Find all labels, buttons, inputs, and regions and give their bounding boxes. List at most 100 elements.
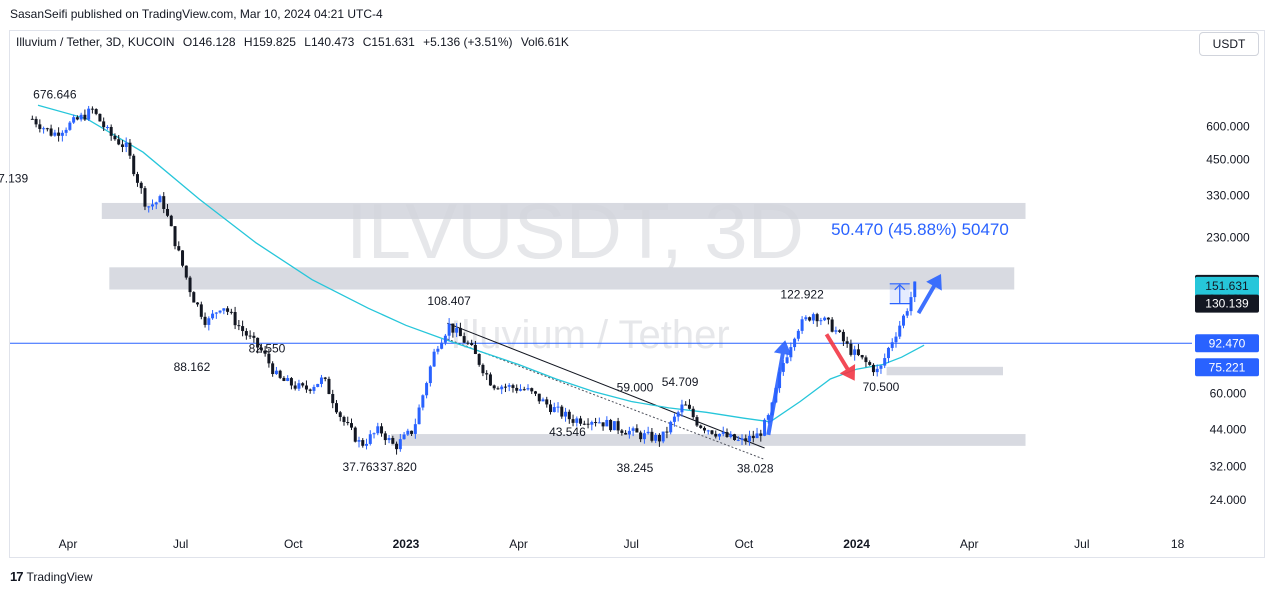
- candle-body-125: [500, 386, 504, 390]
- candle-body-120: [481, 364, 485, 374]
- candle-body-191: [748, 435, 752, 442]
- candle-body-145: [575, 418, 579, 423]
- price-annotation-13: 70.500: [863, 380, 900, 394]
- candle-body-210: [819, 320, 823, 322]
- candle-body-151: [597, 422, 601, 424]
- candle-body-6: [53, 132, 57, 136]
- candle-body-60: [256, 337, 260, 348]
- y-tick-label-4: 60.000: [1210, 386, 1247, 400]
- candle-body-97: [395, 443, 399, 450]
- candle-body-55: [237, 325, 241, 327]
- candle-body-174: [684, 404, 688, 406]
- y-tick-label-0: 600.000: [1206, 119, 1250, 133]
- support-zone-3: [886, 366, 1003, 376]
- price-label-text-3: 92.470: [1209, 336, 1246, 350]
- y-tick-label-7: 24.000: [1210, 493, 1247, 507]
- arrows-group: [766, 274, 942, 436]
- candle-body-72: [301, 383, 305, 386]
- x-tick-label-8: Apr: [960, 537, 979, 551]
- candle-body-68: [286, 378, 290, 381]
- candle-body-85: [350, 423, 354, 428]
- candle-body-139: [552, 407, 556, 413]
- candle-body-78: [323, 377, 327, 379]
- candle-body-12: [75, 117, 79, 120]
- candle-body-194: [759, 433, 763, 436]
- candle-body-27: [132, 155, 136, 175]
- candle-body-143: [567, 411, 571, 420]
- annotations-group: 676.646 67.139 88.162 82.550 108.407 37.76337…: [0, 87, 900, 475]
- x-tick-label-5: Jul: [624, 537, 639, 551]
- candle-body-225: [875, 368, 879, 373]
- candle-body-221: [860, 355, 864, 358]
- candle-body-64: [271, 363, 275, 375]
- low-value: L140.473: [304, 35, 355, 49]
- candle-body-200: [781, 363, 785, 372]
- candle-body-18: [98, 113, 102, 122]
- measure-group: 50.470 (45.88%) 50470: [831, 220, 1009, 305]
- candle-body-33: [154, 202, 158, 205]
- candle-body-220: [856, 349, 860, 356]
- candle-body-101: [410, 430, 414, 434]
- price-annotation-6: 37.820: [380, 460, 417, 474]
- candle-body-121: [485, 373, 489, 375]
- candle-body-77: [319, 377, 323, 384]
- candle-body-214: [834, 330, 838, 332]
- candle-body-150: [594, 422, 598, 424]
- candle-body-224: [871, 364, 875, 373]
- candle-body-7: [57, 132, 61, 136]
- candle-body-80: [331, 394, 335, 404]
- candle-body-190: [744, 438, 748, 442]
- candle-body-204: [796, 330, 800, 339]
- x-tick-label-9: Jul: [1074, 537, 1089, 551]
- candle-body-142: [564, 411, 568, 417]
- tradingview-logo-icon[interactable]: 17: [10, 569, 24, 584]
- candle-body-206: [804, 317, 808, 320]
- price-label-text-4: 75.221: [1209, 360, 1246, 374]
- candle-body-103: [417, 407, 421, 425]
- candle-body-47: [207, 318, 211, 325]
- x-tick-label-1: Jul: [173, 537, 188, 551]
- candle-body-148: [586, 423, 590, 425]
- watermark-subtext: Illuvium / Tether: [450, 313, 729, 357]
- trendline-1: [447, 338, 765, 460]
- candle-body-13: [79, 114, 83, 120]
- candle-body-89: [365, 443, 369, 446]
- candle-body-99: [402, 434, 406, 440]
- y-tick-label-2: 330.000: [1206, 189, 1250, 203]
- candle-body-159: [627, 430, 631, 435]
- candle-body-36: [166, 208, 170, 216]
- candle-body-40: [181, 250, 185, 266]
- candle-body-183: [717, 433, 721, 437]
- candle-body-110: [443, 335, 447, 343]
- tradingview-brand[interactable]: TradingView: [26, 569, 93, 584]
- support-zone-1: [109, 267, 1015, 290]
- price-annotation-1: 67.139: [0, 171, 28, 185]
- candle-body-213: [830, 319, 834, 332]
- candle-body-116: [466, 342, 470, 344]
- candle-body-48: [211, 313, 215, 319]
- candle-body-141: [560, 406, 564, 417]
- currency-button[interactable]: USDT: [1199, 32, 1259, 56]
- x-tick-label-3: 2023: [393, 537, 420, 551]
- candle-body-42: [188, 277, 192, 293]
- candle-body-160: [631, 428, 635, 431]
- candle-body-162: [639, 432, 643, 440]
- candle-body-82: [338, 412, 342, 417]
- candle-body-10: [68, 122, 72, 130]
- candle-body-31: [147, 206, 151, 208]
- candle-body-17: [94, 109, 98, 114]
- symbol-title[interactable]: Illuvium / Tether, 3D, KUCOIN: [16, 35, 175, 49]
- published-note: SasanSeifi published on TradingView.com,…: [10, 7, 383, 21]
- candle-body-107: [432, 351, 436, 367]
- candle-body-185: [725, 432, 729, 437]
- candle-body-163: [642, 433, 646, 440]
- moving-average-group: [37, 104, 925, 423]
- candle-body-5: [49, 128, 53, 136]
- candle-body-133: [530, 388, 534, 392]
- candle-body-90: [368, 434, 372, 444]
- candle-body-177: [695, 417, 699, 426]
- candle-body-76: [316, 383, 320, 387]
- candle-body-111: [447, 323, 451, 336]
- candle-body-100: [406, 430, 410, 435]
